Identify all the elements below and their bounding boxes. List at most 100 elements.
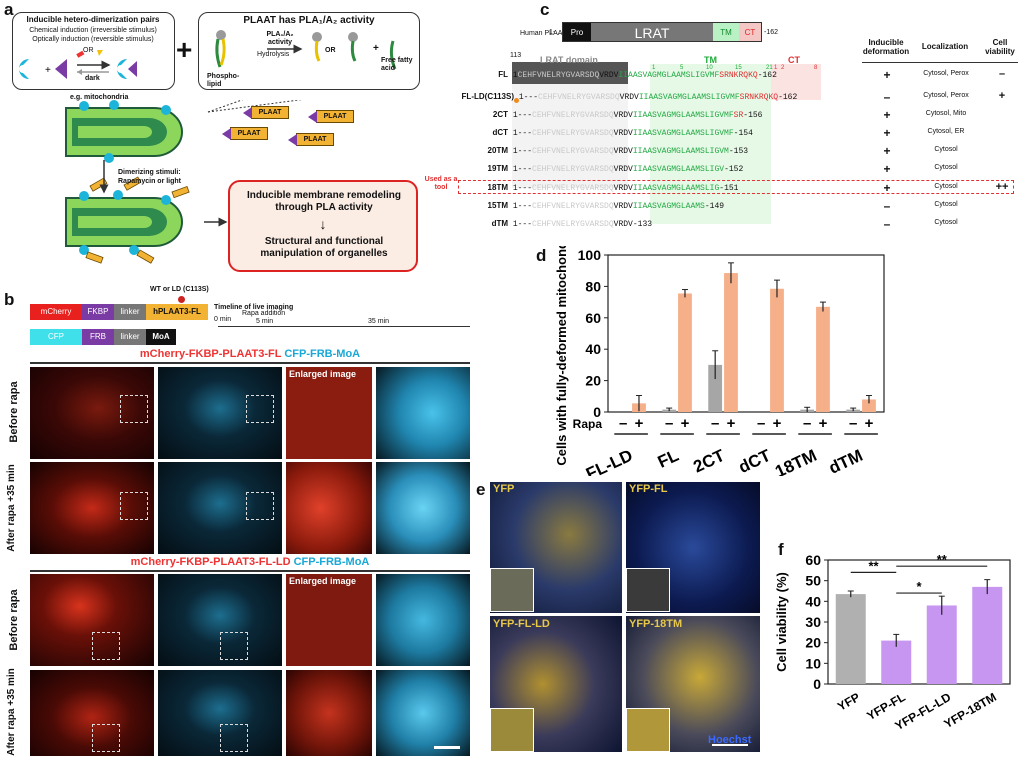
row-g: CEHFVNELRYGVARSDQ: [532, 147, 614, 156]
dimerization-diagram: +: [19, 50, 137, 79]
row-name: 15TM: [487, 201, 508, 210]
ct-label: CT: [788, 55, 800, 65]
title1-red: mCherry-FKBP-PLAAT3-FL: [139, 348, 282, 360]
hdr-deformation: Inducible deformation: [862, 38, 910, 56]
fl-after-red-zoom: [286, 462, 372, 554]
d-rapa-sign: +: [865, 415, 874, 432]
title2-red: mCherry-FKBP-PLAAT3-FL-LD: [130, 556, 291, 568]
f-sig-label: **: [868, 558, 879, 573]
title1-cyan: CFP-FRB-MoA: [284, 348, 361, 360]
row-k: VRDV: [599, 71, 619, 80]
row-def: +: [883, 181, 891, 195]
d-rapa-sign: –: [757, 415, 765, 432]
row-k: VRDV: [613, 147, 633, 156]
row-after-2: After rapa +35 min: [6, 668, 17, 756]
plaat-tag-2: PLAAT: [308, 110, 354, 123]
ld-before-cyan: [158, 574, 282, 666]
row-g: CEHFVNELRYGVARSDQ: [532, 184, 614, 193]
d-ytick-label: 60: [585, 310, 601, 326]
yfp-fl-ld-image: [490, 616, 622, 752]
enlarged-label-2: Enlarged image: [289, 576, 357, 586]
construct1-mcherry: mCherry: [30, 304, 82, 320]
row-g: CEHFVNELRYGVARSDQ: [532, 165, 614, 174]
construct-row-19tm: 19TM 1---CEHFVNELRYGVARSDQVRDVIIAASVAGMG…: [456, 164, 744, 175]
ffa-label: Free fatty acid: [381, 57, 413, 72]
row-name: dTM: [491, 219, 508, 228]
construct1-plaat: hPLAAT3-FL: [146, 304, 208, 320]
imaging-title-1: mCherry-FKBP-PLAAT3-FL CFP-FRB-MoA: [30, 348, 470, 364]
row-k: VRDV: [613, 220, 633, 229]
row-before-1: Before rapa: [8, 381, 20, 443]
row-end: -133: [632, 220, 653, 229]
d-bar: [724, 273, 738, 412]
domain-tm: TM: [713, 23, 739, 41]
ld-before-red: [30, 574, 154, 666]
d-ytick-label: 100: [578, 247, 602, 263]
row-one: 1---: [512, 165, 533, 174]
f-bar: [881, 640, 912, 684]
yfp-fl-inset: [626, 568, 670, 612]
ct-shade: [771, 64, 821, 100]
lrat-domain-block: [512, 62, 628, 84]
construct-row-2ct: 2CT 1---CEHFVNELRYGVARSDQVRDVIIAASVAGMGL…: [456, 110, 763, 121]
d-bar: [862, 399, 876, 412]
d-rapa-sign: +: [773, 415, 782, 432]
plaat-tag-1: PLAAT: [243, 106, 289, 119]
row-k: VRDV: [613, 129, 633, 138]
yfp-fl-image: [626, 482, 760, 613]
row-loc: Cytosol, Mito: [925, 110, 967, 117]
d-bar: [816, 306, 830, 412]
hdr-rule: [862, 62, 1018, 63]
hdr-viability: Cell viability: [985, 38, 1015, 56]
ld-after-red: [30, 670, 154, 756]
construct2-linker: linker: [114, 329, 146, 345]
row-tm: IIAASVAGMGLAAMS: [632, 202, 705, 211]
row-one: 1---: [518, 93, 539, 102]
row-ct: SR: [733, 111, 744, 120]
box2-or: OR: [325, 47, 336, 54]
imaging-title-2: mCherry-FKBP-PLAAT3-FL-LD CFP-FRB-MoA: [30, 556, 470, 572]
dimerization-box: Inducible hetero-dimerization pairs Chem…: [12, 12, 175, 90]
row-end: -156: [743, 111, 763, 120]
row-tm: IIAASVAGMGLAAMSLIGVM: [632, 147, 729, 156]
plaat-tag-3: PLAAT: [222, 127, 268, 140]
d-category: FL-LD: [583, 446, 636, 476]
row-loc: Cytosol, ER: [927, 128, 965, 135]
yfp-label: YFP: [493, 483, 515, 495]
yfp-fl-ld-inset: [490, 708, 534, 752]
mito-example-label: e.g. mitochondria: [70, 94, 129, 101]
row-loc: Cytosol, Perox: [923, 70, 969, 77]
scale-bar-e: [712, 744, 748, 746]
d-rapa-sign: –: [711, 415, 719, 432]
yfp-fl-ld-label: YFP-FL-LD: [493, 618, 550, 630]
box1-line2: Optically induction (reversible stimulus…: [32, 36, 154, 43]
box1-or: OR: [83, 47, 94, 54]
row-k: VRDV: [613, 111, 633, 120]
row-tm: IIAASVAGMGLAAMSLIGVMF: [632, 129, 734, 138]
yfp-18tm-image: [626, 616, 760, 752]
row-ct: SRNKRQKQ: [739, 93, 779, 102]
construct-1: mCherry FKBP linker hPLAAT3-FL: [30, 304, 208, 320]
construct-row-15tm: 15TM 1---CEHFVNELRYGVARSDQVRDVIIAASVAGMG…: [456, 201, 725, 212]
row-g: CEHFVNELRYGVARSDQ: [517, 71, 600, 80]
row-one: 1---: [512, 111, 533, 120]
d-category: 18TM: [772, 446, 819, 476]
timeline-5: 5 min: [256, 318, 274, 325]
construct-row-fl-ld-c113s-: FL-LD(C113S) 1---CEHFVNELRYGVARSDQVRDVII…: [456, 92, 798, 103]
d-rapa-sign: –: [849, 415, 857, 432]
scale-bar: [434, 746, 460, 749]
f-sig-label: **: [937, 552, 948, 567]
row-end: -162: [757, 71, 777, 80]
mutation-marker: [178, 296, 185, 303]
row-def: +: [883, 162, 891, 176]
phospholipid-label: Phospho-lipid: [207, 73, 240, 88]
pos-113: 113: [510, 52, 522, 59]
timeline-line: [218, 326, 470, 327]
row-one: 1---: [512, 220, 533, 229]
plaat-tag-4: PLAAT: [288, 133, 334, 146]
hp-end-num: -162: [764, 29, 779, 36]
row-name: 20TM: [487, 146, 508, 155]
row-loc: Cytosol: [934, 183, 958, 190]
row-end: -151: [719, 184, 739, 193]
hp-start-num: 1-: [549, 29, 556, 36]
